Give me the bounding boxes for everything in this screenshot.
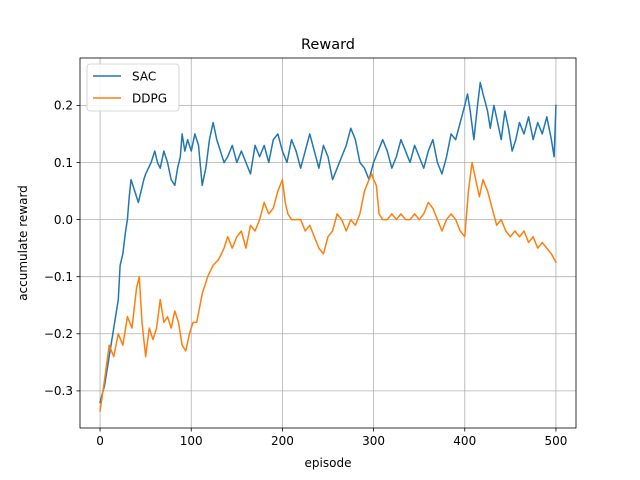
- y-axis-label: accumulate reward: [16, 185, 30, 301]
- y-tick-label: 0.2: [54, 99, 73, 113]
- legend-label-sac: SAC: [132, 70, 156, 84]
- y-tick-label: 0.1: [54, 156, 73, 170]
- y-tick-label: −0.2: [44, 327, 73, 341]
- grid: [80, 58, 576, 428]
- x-tick-label: 300: [362, 434, 385, 448]
- legend-label-ddpg: DDPG: [132, 92, 167, 106]
- x-tick-label: 500: [544, 434, 567, 448]
- y-tick-label: 0.0: [54, 213, 73, 227]
- x-tick-label: 100: [180, 434, 203, 448]
- plot-frame: [79, 57, 577, 429]
- chart-title: Reward: [301, 37, 355, 53]
- y-axis-ticks: −0.3 −0.2 −0.1 0.0 0.1 0.2: [44, 99, 80, 398]
- x-tick-label: 0: [96, 434, 104, 448]
- series-line-ddpg: [99, 161, 557, 412]
- x-tick-label: 400: [453, 434, 476, 448]
- x-axis-ticks: 0 100 200 300 400 500: [96, 428, 567, 448]
- y-tick-label: −0.3: [44, 384, 73, 398]
- legend: SAC DDPG: [86, 63, 180, 112]
- axes: [79, 57, 577, 429]
- series-lines: [99, 81, 557, 412]
- x-axis-label: episode: [305, 456, 352, 470]
- y-tick-label: −0.1: [44, 270, 73, 284]
- x-tick-label: 200: [271, 434, 294, 448]
- series-line-sac: [99, 81, 557, 404]
